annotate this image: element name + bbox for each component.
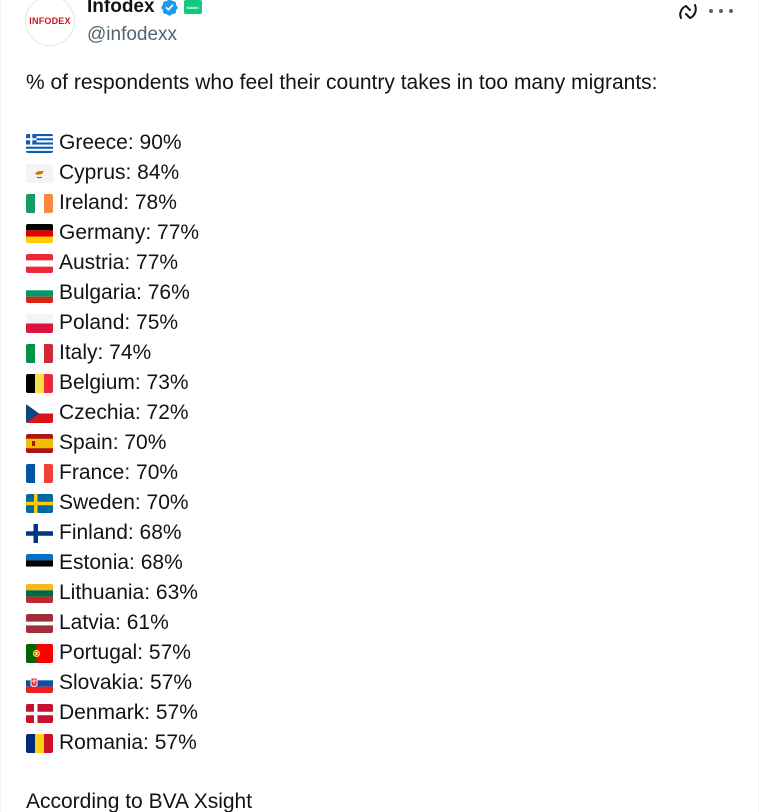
country-label: Czechia: 72% <box>59 401 189 424</box>
country-label: Finland: 68% <box>59 521 182 544</box>
country-label: Romania: 57% <box>59 731 197 754</box>
country-row: Czechia: 72% <box>26 398 199 428</box>
latvia-flag-icon <box>26 613 53 633</box>
country-label: Spain: 70% <box>59 431 167 454</box>
germany-flag-icon <box>26 223 53 243</box>
country-label: Slovakia: 57% <box>59 671 193 694</box>
sweden-flag-icon <box>26 493 53 513</box>
denmark-flag-icon <box>26 703 53 723</box>
country-row: Estonia: 68% <box>26 548 199 578</box>
country-row: Spain: 70% <box>26 428 199 458</box>
country-row: Germany: 77% <box>26 218 199 248</box>
country-label: Lithuania: 63% <box>59 581 198 604</box>
country-label: France: 70% <box>59 461 179 484</box>
cyprus-flag-icon <box>26 163 53 183</box>
country-row: Portugal: 57% <box>26 638 199 668</box>
country-row: Belgium: 73% <box>26 368 199 398</box>
country-row: Lithuania: 63% <box>26 578 199 608</box>
country-label: Italy: 74% <box>59 341 152 364</box>
country-row: Italy: 74% <box>26 338 199 368</box>
country-row: Denmark: 57% <box>26 698 199 728</box>
greece-flag-icon <box>26 133 53 153</box>
austria-flag-icon <box>26 253 53 273</box>
author-handle[interactable]: @infodexx <box>87 24 178 45</box>
more-dot <box>719 9 723 13</box>
country-label: Portugal: 57% <box>59 641 191 664</box>
country-label: Estonia: 68% <box>59 551 183 574</box>
more-options-icon[interactable] <box>709 4 733 18</box>
country-row: Sweden: 70% <box>26 488 199 518</box>
country-row: Latvia: 61% <box>26 608 199 638</box>
country-label: Belgium: 73% <box>59 371 189 394</box>
czechia-flag-icon <box>26 403 53 423</box>
country-label: Cyprus: 84% <box>59 161 180 184</box>
lithuania-flag-icon <box>26 583 53 603</box>
country-list: Greece: 90% Cyprus: 84% Ireland: 78% German… <box>26 128 199 758</box>
slovakia-flag-icon <box>26 673 53 693</box>
country-label: Ireland: 78% <box>59 191 177 214</box>
country-row: Bulgaria: 76% <box>26 278 199 308</box>
country-label: Sweden: 70% <box>59 491 189 514</box>
display-name[interactable]: Infodex <box>87 0 155 17</box>
finland-flag-icon <box>26 523 53 543</box>
country-row: Poland: 75% <box>26 308 199 338</box>
bulgaria-flag-icon <box>26 283 53 303</box>
country-row: France: 70% <box>26 458 199 488</box>
italy-flag-icon <box>26 343 53 363</box>
romania-flag-icon <box>26 733 53 753</box>
country-row: Finland: 68% <box>26 518 199 548</box>
portugal-flag-icon <box>26 643 53 663</box>
avatar[interactable]: INFODEX <box>25 0 75 46</box>
country-label: Austria: 77% <box>59 251 179 274</box>
spain-flag-icon <box>26 433 53 453</box>
country-row: Greece: 90% <box>26 128 199 158</box>
country-row: Ireland: 78% <box>26 188 199 218</box>
affiliate-badge[interactable]: Kabini <box>183 0 202 14</box>
country-label: Denmark: 57% <box>59 701 198 724</box>
country-row: Slovakia: 57% <box>26 668 199 698</box>
country-label: Latvia: 61% <box>59 611 169 634</box>
tweet-headline: % of respondents who feel their country … <box>26 71 658 94</box>
country-row: Austria: 77% <box>26 248 199 278</box>
avatar-logo: INFODEX <box>29 16 71 26</box>
poland-flag-icon <box>26 313 53 333</box>
more-dot <box>729 9 733 13</box>
author-name-row: Infodex Kabini <box>87 0 202 20</box>
country-label: Bulgaria: 76% <box>59 281 190 304</box>
france-flag-icon <box>26 463 53 483</box>
country-label: Greece: 90% <box>59 131 182 154</box>
country-row: Romania: 57% <box>26 728 199 758</box>
country-label: Germany: 77% <box>59 221 200 244</box>
country-label: Poland: 75% <box>59 311 179 334</box>
more-dot <box>709 9 713 13</box>
grok-icon[interactable] <box>677 2 699 22</box>
country-row: Cyprus: 84% <box>26 158 199 188</box>
estonia-flag-icon <box>26 553 53 573</box>
ireland-flag-icon <box>26 193 53 213</box>
belgium-flag-icon <box>26 373 53 393</box>
tweet-source-line: According to BVA Xsight <box>26 790 253 812</box>
verified-badge-icon[interactable] <box>160 0 179 17</box>
